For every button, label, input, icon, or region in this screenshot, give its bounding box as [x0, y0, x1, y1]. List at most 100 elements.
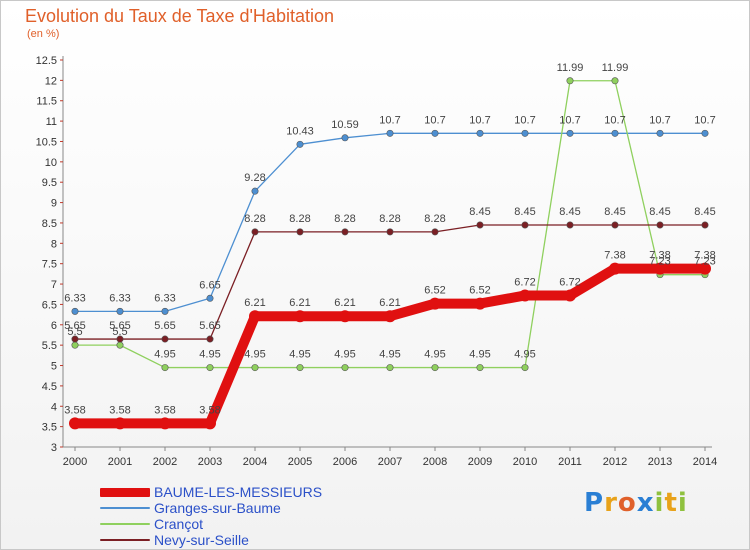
logo-letter: P — [584, 488, 605, 518]
data-point-granges-sur-baume — [341, 134, 349, 142]
data-label-granges-sur-baume: 10.7 — [559, 114, 580, 126]
data-label-baume-les-messieurs: 3.58 — [109, 404, 130, 416]
data-point-baume-les-messieurs — [249, 310, 261, 323]
data-label-granges-sur-baume: 10.7 — [379, 114, 400, 126]
data-point-baume-les-messieurs — [609, 262, 621, 275]
chart-title: Evolution du Taux de Taxe d'Habitation — [25, 6, 334, 26]
y-tick-label: 12.5 — [36, 55, 57, 67]
y-tick-label: 12 — [45, 75, 57, 87]
x-tick-label: 2008 — [423, 456, 447, 468]
data-label-baume-les-messieurs: 6.72 — [559, 276, 580, 288]
data-point-granges-sur-baume — [161, 307, 169, 315]
data-label-granges-sur-baume: 10.7 — [469, 114, 490, 126]
x-tick-label: 2014 — [693, 456, 717, 468]
data-label-cran-ot: 11.99 — [557, 62, 584, 74]
data-point-cran-ot — [161, 364, 169, 372]
data-point-nevy-sur-seille — [296, 228, 304, 236]
data-label-granges-sur-baume: 10.43 — [286, 125, 314, 137]
data-point-granges-sur-baume — [206, 294, 214, 302]
data-point-nevy-sur-seille — [431, 228, 439, 236]
data-label-cran-ot: 11.99 — [602, 62, 629, 74]
data-point-cran-ot — [566, 77, 574, 85]
y-tick-label: 4.5 — [42, 381, 57, 393]
data-point-granges-sur-baume — [251, 187, 259, 195]
legend-label-granges: Granges-sur-Baume — [154, 500, 281, 516]
data-point-nevy-sur-seille — [566, 221, 574, 229]
x-tick-label: 2001 — [108, 456, 132, 468]
y-tick-label: 10 — [45, 157, 57, 169]
chart-subtitle: (en %) — [27, 28, 60, 40]
x-tick-label: 2013 — [648, 456, 672, 468]
data-label-nevy-sur-seille: 8.45 — [514, 206, 535, 218]
data-point-cran-ot — [296, 364, 304, 372]
data-label-baume-les-messieurs: 6.21 — [289, 297, 310, 309]
y-tick-label: 6 — [51, 320, 57, 332]
data-point-baume-les-messieurs — [69, 417, 81, 430]
legend-item-granges: Granges-sur-Baume — [100, 500, 322, 516]
data-label-baume-les-messieurs: 7.38 — [604, 250, 625, 262]
data-point-baume-les-messieurs — [699, 262, 711, 275]
y-tick-label: 5.5 — [42, 340, 57, 352]
data-point-cran-ot — [611, 77, 619, 85]
data-point-baume-les-messieurs — [384, 310, 396, 323]
data-point-baume-les-messieurs — [474, 297, 486, 310]
legend-item-baume: BAUME-LES-MESSIEURS — [100, 484, 322, 500]
data-point-cran-ot — [206, 364, 214, 372]
data-point-granges-sur-baume — [656, 129, 664, 137]
x-tick-label: 2011 — [558, 456, 582, 468]
data-label-granges-sur-baume: 10.7 — [604, 114, 625, 126]
legend-item-crancot: Crançot — [100, 516, 322, 532]
data-label-nevy-sur-seille: 8.28 — [289, 213, 310, 225]
data-point-nevy-sur-seille — [116, 335, 124, 343]
data-point-nevy-sur-seille — [341, 228, 349, 236]
data-label-nevy-sur-seille: 8.28 — [244, 213, 265, 225]
logo-letter: i — [654, 488, 665, 518]
data-label-baume-les-messieurs: 6.52 — [424, 285, 445, 297]
data-point-granges-sur-baume — [71, 307, 79, 315]
y-tick-label: 11.5 — [36, 96, 57, 108]
logo-letter: x — [636, 488, 655, 518]
data-point-nevy-sur-seille — [521, 221, 529, 229]
data-label-nevy-sur-seille: 8.45 — [469, 206, 490, 218]
data-point-cran-ot — [341, 364, 349, 372]
data-label-baume-les-messieurs: 6.52 — [469, 285, 490, 297]
data-label-granges-sur-baume: 10.7 — [649, 114, 670, 126]
data-point-nevy-sur-seille — [386, 228, 394, 236]
y-tick-label: 4 — [51, 401, 57, 413]
data-point-cran-ot — [431, 364, 439, 372]
data-label-nevy-sur-seille: 8.28 — [424, 213, 445, 225]
x-tick-label: 2006 — [333, 456, 357, 468]
legend-swatch-baume — [100, 487, 150, 497]
data-point-nevy-sur-seille — [476, 221, 484, 229]
data-point-nevy-sur-seille — [611, 221, 619, 229]
data-label-baume-les-messieurs: 7.38 — [694, 250, 715, 262]
x-tick-label: 2003 — [198, 456, 222, 468]
y-tick-label: 3 — [51, 442, 57, 454]
data-label-baume-les-messieurs: 3.58 — [154, 404, 175, 416]
data-label-baume-les-messieurs: 6.72 — [514, 276, 535, 288]
data-point-baume-les-messieurs — [339, 310, 351, 323]
data-label-nevy-sur-seille: 8.45 — [604, 206, 625, 218]
legend-swatch-crancot — [100, 523, 150, 525]
data-point-baume-les-messieurs — [519, 289, 531, 302]
data-label-baume-les-messieurs: 6.21 — [244, 297, 265, 309]
data-point-cran-ot — [251, 364, 259, 372]
data-label-granges-sur-baume: 6.33 — [154, 292, 175, 304]
data-label-baume-les-messieurs: 6.21 — [334, 297, 355, 309]
data-point-granges-sur-baume — [521, 129, 529, 137]
data-label-granges-sur-baume: 10.7 — [694, 114, 715, 126]
y-tick-label: 9 — [51, 198, 57, 210]
data-label-cran-ot: 7.23 — [649, 256, 670, 268]
x-tick-label: 2000 — [63, 456, 87, 468]
legend: BAUME-LES-MESSIEURS Granges-sur-Baume Cr… — [100, 484, 322, 548]
data-label-baume-les-messieurs: 6.21 — [379, 297, 400, 309]
data-point-nevy-sur-seille — [251, 228, 259, 236]
data-label-baume-les-messieurs: 3.58 — [64, 404, 85, 416]
y-tick-label: 7 — [51, 279, 57, 291]
logo-letter: r — [604, 488, 618, 518]
data-point-cran-ot — [116, 341, 124, 349]
data-label-cran-ot: 4.95 — [469, 349, 490, 361]
data-label-nevy-sur-seille: 8.45 — [694, 206, 715, 218]
data-label-cran-ot: 7.23 — [694, 256, 715, 268]
